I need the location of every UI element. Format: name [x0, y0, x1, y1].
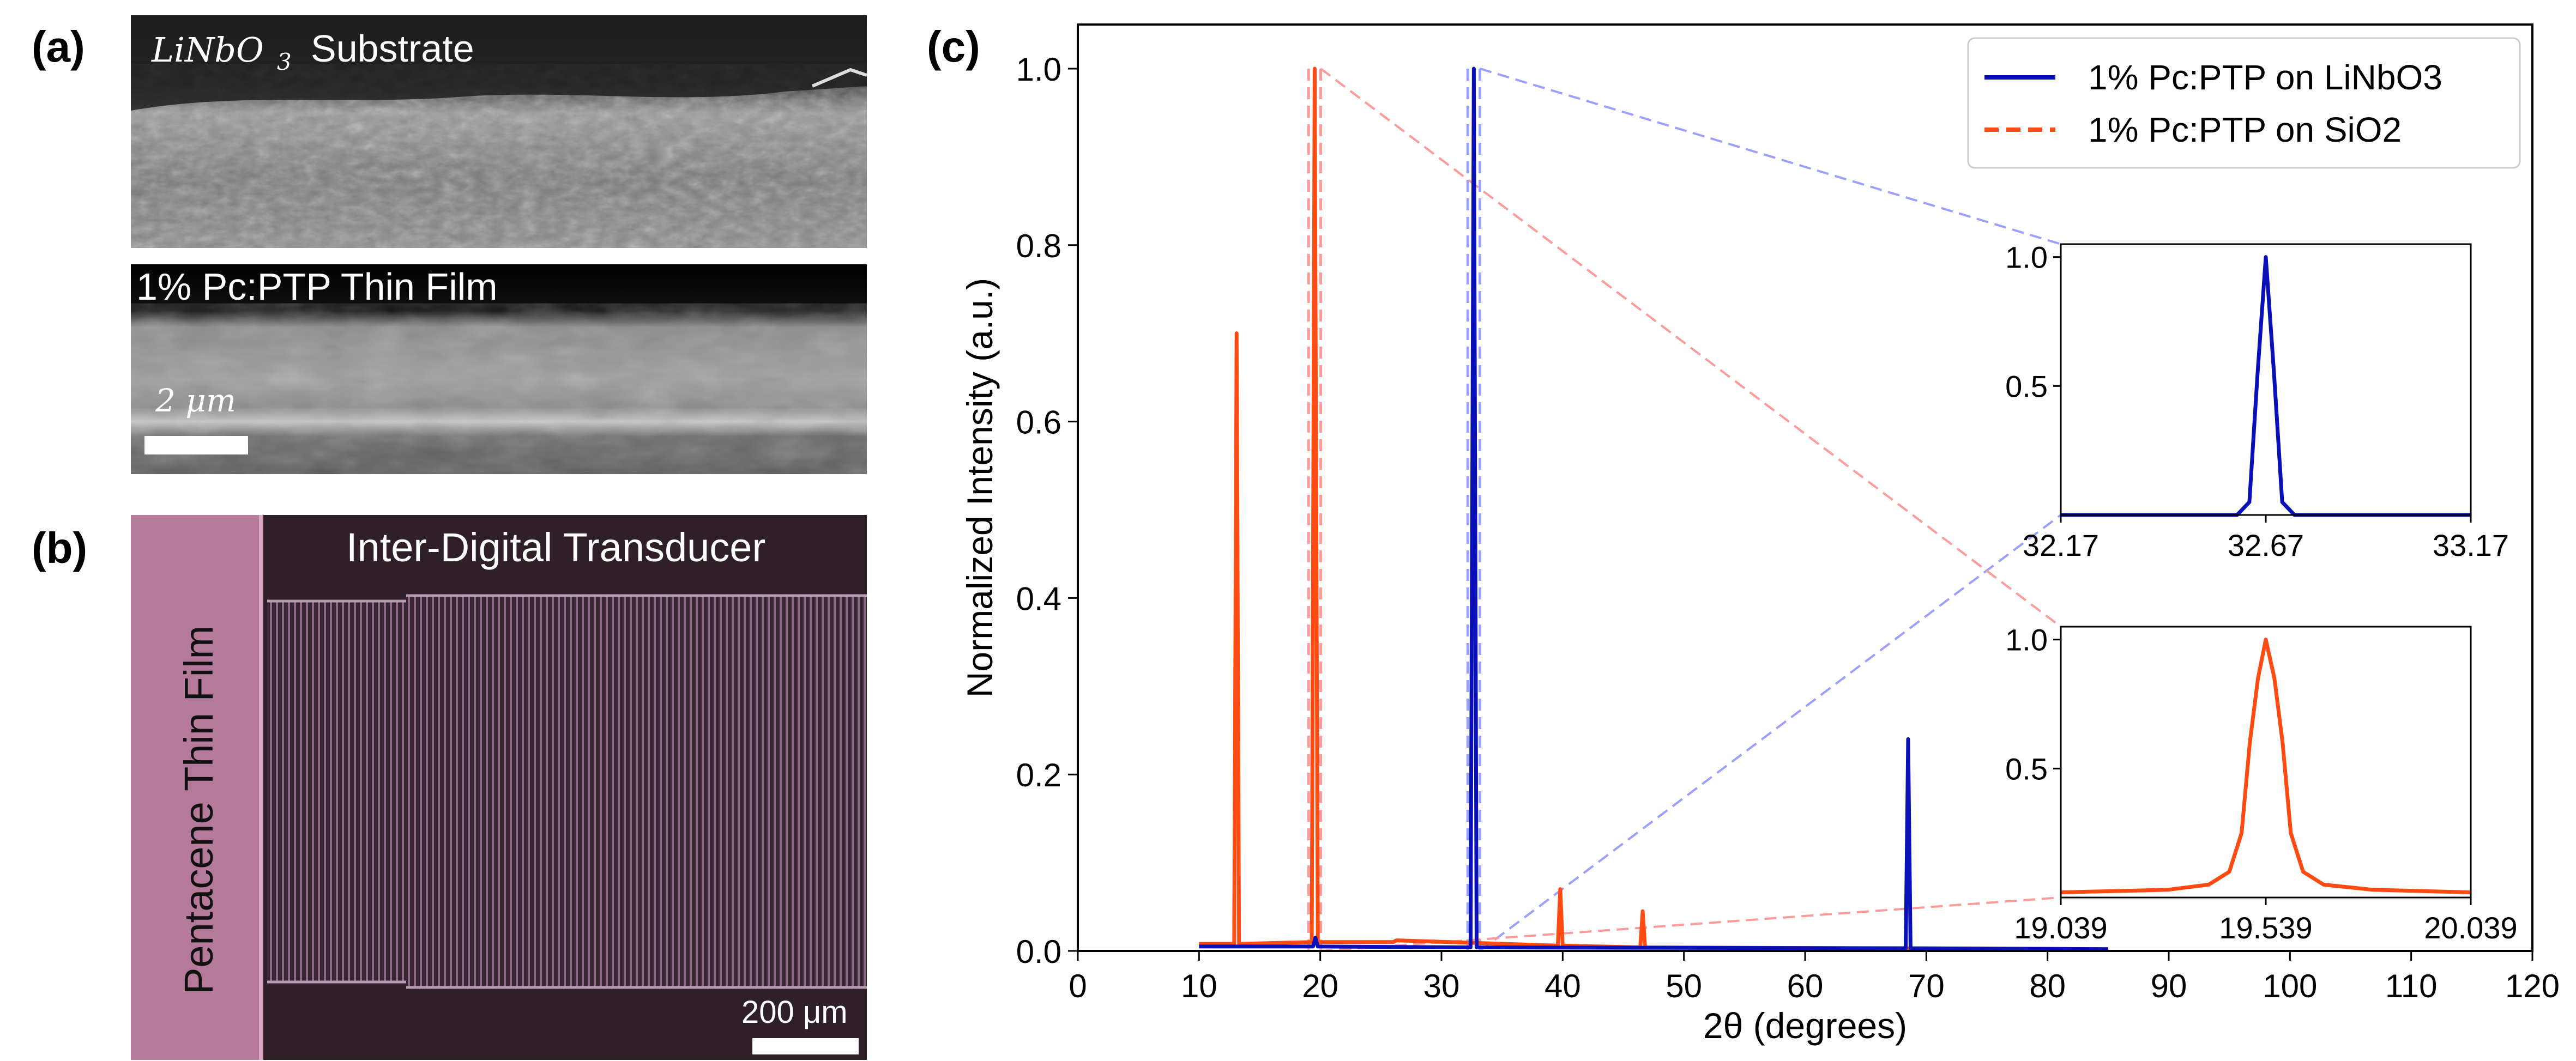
caption-math-linbo: LiNbO: [151, 30, 264, 70]
x-tick-label: 30: [1423, 968, 1460, 1004]
inset2-y-tick-label: 0.5: [2005, 751, 2048, 786]
x-tick-label: 70: [1908, 968, 1945, 1004]
legend: 1% Pc:PTP on LiNbO3 1% Pc:PTP on SiO2: [1967, 37, 2521, 169]
optical-image-idt: Inter-Digital Transducer Pentacene Thin …: [131, 515, 867, 1060]
sem-texture-thin-film: 1% Pc:PTP Thin Film 2 μm: [131, 264, 867, 474]
x-tick-label: 120: [2505, 968, 2560, 1004]
inset1-y-tick-label: 0.5: [2005, 369, 2048, 403]
x-tick-label: 20: [1302, 968, 1338, 1004]
y-tick-label: 0.6: [1016, 404, 1061, 441]
pentacene-film-region: [131, 515, 262, 1060]
scalebar-label-200um: 200 μm: [741, 995, 848, 1030]
scalebar-2um: [144, 436, 248, 454]
x-tick-label: 50: [1666, 968, 1702, 1004]
caption-math-sub: 3: [277, 48, 292, 75]
inset2-frame: [2060, 626, 2472, 899]
idt-drawing: Inter-Digital Transducer Pentacene Thin …: [131, 515, 867, 1060]
y-tick-label: 0.2: [1016, 757, 1061, 793]
inset2-y-tick-label: 1.0: [2005, 623, 2048, 657]
main-axes-ticks: 0 10 20 30 40 50 60 70 80 90 100 110 120 0.0 0.2 0.4 0.6…: [1016, 51, 2560, 1004]
y-tick-label: 0.4: [1016, 580, 1061, 617]
inset1-y-tick-label: 1.0: [2005, 240, 2048, 275]
idt-title: Inter-Digital Transducer: [346, 525, 765, 570]
zoom-connector-linbo3-top: [1479, 68, 2061, 245]
legend-box: [1967, 37, 2521, 169]
x-tick-label: 0: [1069, 968, 1087, 1004]
sem-texture-substrate: [131, 15, 867, 248]
pentacene-label: Pentacene Thin Film: [176, 626, 221, 995]
idt-fingers: [267, 597, 867, 986]
panel-label-c: (c): [927, 22, 980, 71]
legend-label-linbo3: 1% Pc:PTP on LiNbO3: [2088, 58, 2442, 97]
y-axis-label: Normalized Intensity (a.u.): [960, 278, 1000, 698]
x-tick-label: 10: [1181, 968, 1217, 1004]
x-tick-label: 100: [2263, 968, 2317, 1004]
y-tick-label: 0.8: [1016, 228, 1061, 264]
zoom-connector-sio2-bottom: [1320, 896, 2061, 952]
inset1-x-tick-label: 33.17: [2433, 528, 2509, 562]
scalebar-200um: [752, 1038, 859, 1054]
caption-thin-film: 1% Pc:PTP Thin Film: [136, 265, 498, 308]
panel-label-b: (b): [32, 524, 88, 572]
sem-image-thin-film: 1% Pc:PTP Thin Film 2 μm: [131, 264, 867, 474]
x-tick-label: 80: [2029, 968, 2066, 1004]
series-linbo3-line: [1199, 66, 2108, 951]
main-axes-frame: [1077, 23, 2533, 952]
inset1-frame: [2060, 243, 2472, 516]
zoom-connector-sio2-top: [1320, 68, 2062, 628]
x-tick-label: 110: [2385, 968, 2438, 1004]
zoom-connector-linbo3-bottom: [1479, 514, 2062, 952]
zoom-lines: [1307, 68, 2062, 952]
x-tick-label: 60: [1787, 968, 1824, 1004]
sem-caption-substrate: LiNbO 3 Substrate: [151, 27, 474, 75]
inset1-x-tick-label: 32.17: [2023, 528, 2099, 562]
inset1-series-line: [2061, 255, 2471, 517]
sem-image-substrate: LiNbO 3 Substrate: [131, 15, 867, 248]
x-tick-label: 40: [1545, 968, 1581, 1004]
series-sio2-line: [1199, 66, 2108, 951]
scalebar-label-2um: 2 μm: [155, 382, 236, 419]
chart-series: [1199, 66, 2108, 951]
legend-label-sio2: 1% Pc:PTP on SiO2: [2088, 110, 2402, 149]
y-tick-label: 0.0: [1016, 933, 1061, 970]
inset1-x-tick-label: 32.67: [2228, 528, 2304, 562]
x-tick-label: 90: [2151, 968, 2187, 1004]
inset-linbo3: 32.17 32.67 33.17 0.5 1.0: [2005, 240, 2509, 562]
y-tick-label: 1.0: [1016, 51, 1061, 88]
panel-label-a: (a): [32, 22, 85, 71]
inset2-x-tick-label: 20.039: [2424, 911, 2517, 945]
x-axis-label: 2θ (degrees): [1703, 1005, 1907, 1046]
inset-sio2: 19.039 19.539 20.039 0.5 1.0: [2005, 623, 2518, 945]
inset2-x-tick-label: 19.039: [2014, 911, 2107, 945]
caption-substrate: Substrate: [311, 27, 474, 70]
inset2-series-line: [2060, 638, 2471, 895]
inset2-x-tick-label: 19.539: [2219, 911, 2312, 945]
